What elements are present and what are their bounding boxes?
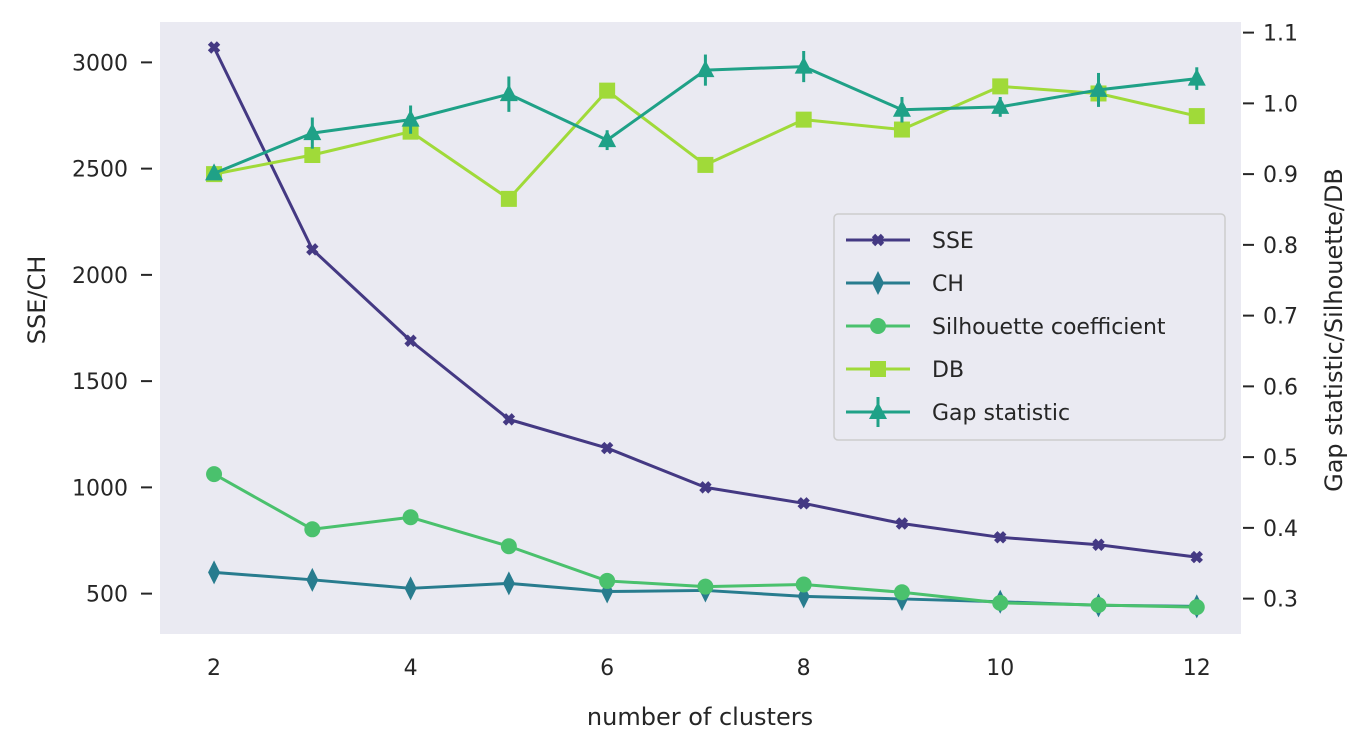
data-point-db xyxy=(500,190,517,207)
x-axis-title: number of clusters xyxy=(587,703,813,731)
data-point-ch xyxy=(208,560,221,585)
series-db xyxy=(206,78,1205,207)
data-point-gap-statistic xyxy=(303,123,322,141)
x-tick-label: 10 xyxy=(986,656,1014,681)
data-point-db xyxy=(992,78,1009,95)
data-point-sse xyxy=(994,531,1007,544)
right-y-tick-label: 0.3 xyxy=(1263,588,1298,613)
data-point-silhouette-coefficient xyxy=(1188,599,1205,616)
data-point-gap-statistic xyxy=(499,84,518,102)
right-y-tick-label: 0.9 xyxy=(1263,163,1298,188)
legend-item-silhouette-coefficient: Silhouette coefficient xyxy=(846,315,1166,340)
left-y-axis-title: SSE/CH xyxy=(23,256,51,345)
x-tick-label: 12 xyxy=(1183,656,1211,681)
x-tick-label: 6 xyxy=(600,656,614,681)
legend-item-sse: SSE xyxy=(846,229,974,254)
legend-label-sse: SSE xyxy=(932,229,974,254)
legend-label-ch: CH xyxy=(932,272,964,297)
left-y-tick-label: 1500 xyxy=(72,370,128,395)
right-y-tick-label: 0.5 xyxy=(1263,446,1298,471)
legend-item-gap-statistic: Gap statistic xyxy=(846,397,1070,427)
data-point-gap-statistic xyxy=(696,60,715,78)
axes-layer: 2 4 6 8 10 12 500 1000 1500 2000 2500 3000 0.3 0.4 0.5… xyxy=(72,22,1298,681)
legend-marker-gap-statistic xyxy=(869,402,887,419)
data-point-silhouette-coefficient xyxy=(893,584,910,601)
series-gap-statistic xyxy=(205,51,1206,181)
data-layer xyxy=(205,41,1206,619)
data-point-silhouette-coefficient xyxy=(304,521,321,538)
data-point-silhouette-coefficient xyxy=(500,538,517,555)
data-point-silhouette-coefficient xyxy=(1090,596,1107,613)
data-point-gap-statistic xyxy=(794,56,813,74)
left-y-tick-label: 3000 xyxy=(72,51,128,76)
legend-marker-ch xyxy=(872,271,884,295)
data-point-sse xyxy=(404,334,417,347)
data-point-db xyxy=(893,121,910,138)
legend-marker-db xyxy=(870,361,886,377)
right-y-tick-label: 0.4 xyxy=(1263,517,1298,542)
data-point-sse xyxy=(797,497,810,510)
right-y-axis-title: Gap statistic/Silhouette/DB xyxy=(1320,168,1348,492)
data-point-sse xyxy=(306,243,319,256)
data-point-db xyxy=(599,82,616,99)
right-y-tick-label: 0.6 xyxy=(1263,375,1298,400)
data-point-gap-statistic xyxy=(598,130,617,148)
data-point-ch xyxy=(404,576,417,601)
data-point-silhouette-coefficient xyxy=(206,466,223,483)
left-y-tick-label: 500 xyxy=(86,583,128,608)
series-silhouette-coefficient xyxy=(206,466,1205,616)
data-point-gap-statistic xyxy=(401,109,420,127)
right-y-tick-label: 1.1 xyxy=(1263,22,1298,47)
x-tick-label: 4 xyxy=(404,656,418,681)
left-y-tick-label: 1000 xyxy=(72,476,128,501)
data-point-ch xyxy=(502,571,515,596)
x-tick-label: 2 xyxy=(207,656,221,681)
legend-marker-silhouette-coefficient xyxy=(870,318,886,334)
left-y-tick-label: 2000 xyxy=(72,264,128,289)
data-point-gap-statistic xyxy=(991,96,1010,114)
data-point-sse xyxy=(207,41,221,54)
data-point-sse xyxy=(1092,538,1105,551)
legend-item-ch: CH xyxy=(846,271,964,297)
legend: SSE CH Silhouette coefficient DB Gap statist… xyxy=(833,213,1226,441)
data-point-silhouette-coefficient xyxy=(697,578,714,595)
data-point-ch xyxy=(306,567,319,592)
x-tick-label: 8 xyxy=(797,656,811,681)
data-point-sse xyxy=(699,481,712,494)
right-y-tick-label: 0.7 xyxy=(1263,305,1298,330)
data-point-sse xyxy=(895,517,909,530)
left-y-tick-label: 2500 xyxy=(72,158,128,183)
data-point-sse xyxy=(600,441,614,455)
data-point-silhouette-coefficient xyxy=(402,509,419,526)
data-point-silhouette-coefficient xyxy=(795,576,812,593)
data-point-db xyxy=(795,111,812,128)
data-point-db xyxy=(304,147,321,164)
legend-label-gap-statistic: Gap statistic xyxy=(932,401,1070,426)
legend-box xyxy=(833,213,1226,441)
legend-item-db: DB xyxy=(846,358,964,383)
data-point-db xyxy=(1188,108,1205,125)
data-point-gap-statistic xyxy=(1187,68,1206,86)
data-point-gap-statistic xyxy=(205,163,224,181)
data-point-sse xyxy=(1190,550,1203,564)
legend-label-silhouette-coefficient: Silhouette coefficient xyxy=(932,315,1166,340)
data-point-sse xyxy=(502,413,516,426)
data-point-silhouette-coefficient xyxy=(992,594,1009,611)
right-y-tick-label: 0.8 xyxy=(1263,234,1298,259)
series-sse xyxy=(207,41,1203,564)
data-point-gap-statistic xyxy=(892,99,911,117)
legend-marker-sse xyxy=(871,233,885,247)
data-point-gap-statistic xyxy=(1089,79,1108,97)
right-y-tick-label: 1.0 xyxy=(1263,92,1298,117)
legend-label-db: DB xyxy=(932,358,964,383)
data-point-db xyxy=(697,156,714,173)
data-point-silhouette-coefficient xyxy=(599,572,616,589)
